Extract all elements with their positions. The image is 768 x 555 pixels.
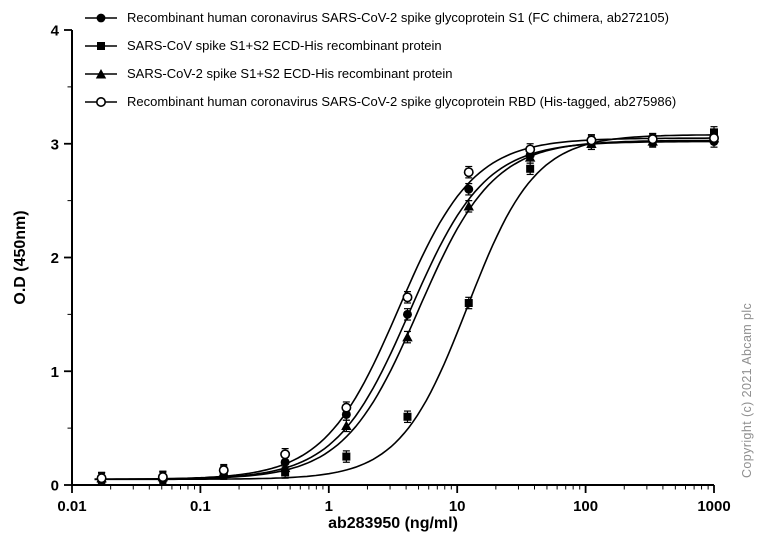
x-tick-label: 100 [573,498,598,515]
data-point-marker [464,184,474,194]
y-axis-title: O.D (450nm) [12,210,29,304]
fit-curve [94,139,714,481]
y-tick-label: 4 [51,23,60,40]
data-point-marker [586,135,597,146]
fit-curve [94,140,714,480]
data-point-marker [280,449,291,460]
filled-circle-marker-icon [85,13,117,22]
legend-item: SARS-CoV-2 spike S1+S2 ECD-His recombina… [84,66,676,81]
legend-label: Recombinant human coronavirus SARS-CoV-2… [127,94,677,109]
data-point-marker [218,465,229,476]
legend-item: SARS-CoV spike S1+S2 ECD-His recombinant… [84,38,676,53]
data-point-marker [281,468,290,477]
x-tick-label: 0.01 [57,498,86,515]
legend-label: SARS-CoV-2 spike S1+S2 ECD-His recombina… [127,66,453,81]
y-tick-label: 0 [51,478,59,495]
data-point-marker [342,452,351,461]
y-tick-label: 3 [51,136,59,153]
data-point-marker [463,167,474,178]
data-point-marker [710,128,718,137]
fit-curve [94,134,714,481]
data-point-marker [525,144,536,155]
legend-item: Recombinant human coronavirus SARS-CoV-2… [84,94,676,109]
x-tick-label: 10 [449,498,466,515]
x-axis-title: ab283950 (ng/ml) [328,515,458,532]
data-point-marker [341,402,352,413]
data-point-marker [341,420,352,431]
data-point-marker [708,133,719,144]
filled-triangle-marker-icon [85,68,117,78]
open-circle-marker-icon [85,96,117,107]
data-point-marker [279,462,291,473]
data-point-marker [403,412,412,421]
data-point-marker [157,472,168,483]
filled-square-marker-icon [85,41,117,50]
y-tick-label: 2 [51,250,59,267]
x-tick-label: 1 [325,498,333,515]
legend-label: SARS-CoV spike S1+S2 ECD-His recombinant… [127,38,442,53]
y-tick-label: 1 [51,364,59,381]
x-tick-label: 0.1 [190,498,211,515]
copyright-watermark: Copyright (c) 2021 Abcam plc [740,302,754,478]
data-point-marker [524,152,536,162]
data-point-marker [402,309,412,319]
data-point-marker [280,457,290,467]
data-point-marker [402,331,413,342]
data-point-marker [647,134,658,145]
data-point-marker [464,299,473,307]
data-point-marker [526,164,535,173]
data-point-marker [341,409,351,419]
x-tick-label: 1000 [697,498,730,515]
data-point-marker [402,292,413,303]
legend-item: Recombinant human coronavirus SARS-CoV-2… [84,10,676,25]
data-point-marker [463,201,474,211]
legend-label: Recombinant human coronavirus SARS-CoV-2… [127,10,669,25]
chart-legend: Recombinant human coronavirus SARS-CoV-2… [84,10,676,109]
data-point-marker [96,473,107,484]
